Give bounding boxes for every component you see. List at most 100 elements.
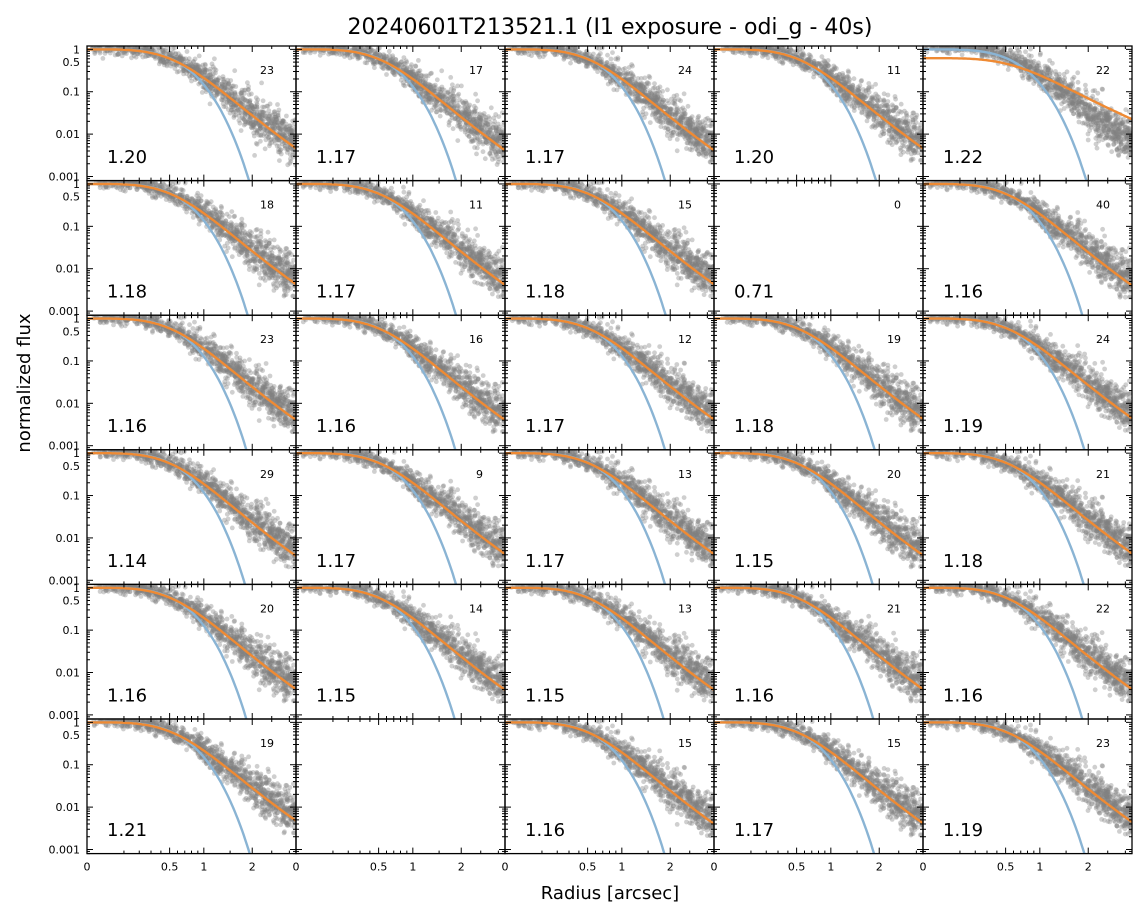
y-tick-label: 1: [73, 716, 80, 729]
broad-fit-curve: [505, 182, 714, 286]
fwhm-value-label: 1.17: [525, 551, 565, 572]
star-count-label: 15: [678, 737, 692, 750]
y-tick-label: 0.1: [63, 759, 81, 772]
star-count-label: 22: [1096, 602, 1110, 615]
fwhm-value-label: 1.19: [943, 820, 983, 841]
axis-ticks: [923, 584, 1132, 720]
profile-points: [923, 46, 1132, 160]
y-tick-label: 0.001: [49, 170, 81, 183]
x-tick-label: 2: [1085, 861, 1092, 874]
y-tick-label: 0.001: [49, 440, 81, 453]
broad-fit-curve: [505, 586, 714, 691]
fwhm-value-label: 1.16: [107, 685, 147, 706]
axis-ticks: [923, 180, 1132, 316]
fwhm-value-label: 1.17: [316, 282, 356, 303]
x-tick-label: 1: [618, 861, 625, 874]
y-tick-label: 1: [73, 313, 80, 326]
broad-fit-curve: [714, 317, 923, 420]
fwhm-value-label: 1.17: [316, 551, 356, 572]
panel-frame: [295, 718, 506, 855]
broad-fit-curve: [714, 586, 923, 691]
fwhm-value-label: 1.16: [943, 685, 983, 706]
axis-ticks: [714, 46, 923, 182]
y-tick-label: 1: [73, 178, 80, 191]
broad-fit-curve: [923, 182, 1132, 287]
fwhm-value-label: 1.18: [734, 416, 774, 437]
panel-r1-c2: 1.18 15: [504, 179, 715, 316]
chart-title: 20240601T213521.1 (I1 exposure - odi_g -…: [348, 15, 873, 40]
broad-fit-curve: [87, 317, 296, 422]
y-tick-label: 0.001: [49, 709, 81, 722]
x-tick-label: 0.5: [370, 861, 388, 874]
fwhm-value-label: 1.17: [734, 820, 774, 841]
x-tick-label: 0: [502, 861, 509, 874]
star-count-label: 24: [1096, 333, 1110, 346]
x-tick-label: 0.5: [997, 861, 1015, 874]
axis-ticks: [923, 46, 1132, 182]
profile-points: [91, 719, 296, 836]
fwhm-value-label: 1.15: [525, 685, 565, 706]
fwhm-value-label: 1.18: [943, 551, 983, 572]
x-tick-label: 0.5: [579, 861, 597, 874]
y-tick-label: 0.5: [63, 56, 81, 69]
star-count-label: 15: [678, 199, 692, 212]
y-tick-label: 0.5: [63, 595, 81, 608]
axis-ticks: [714, 180, 923, 316]
y-tick-label: 0.001: [49, 305, 81, 318]
fwhm-value-label: 1.17: [525, 147, 565, 168]
broad-fit-curve: [505, 317, 714, 421]
axis-ticks: [296, 719, 505, 855]
star-count-label: 13: [678, 468, 692, 481]
profile-points: [506, 46, 714, 165]
fwhm-value-label: 1.17: [316, 147, 356, 168]
broad-fit-curve: [505, 721, 714, 825]
panels-layer: 1.202310.50.10.010.0011.17171.17241.2011…: [49, 43, 1133, 874]
x-axis-label: Radius [arcsec]: [541, 883, 679, 904]
broad-fit-curve: [923, 452, 1132, 555]
y-tick-label: 0.1: [63, 490, 81, 503]
panel-r2-c1: 1.16 16: [295, 314, 506, 451]
panel-r0-c2: 1.17 24: [504, 45, 715, 182]
star-count-label: 11: [469, 199, 483, 212]
profile-points: [87, 449, 296, 570]
star-count-label: 12: [678, 333, 692, 346]
star-count-label: 21: [887, 602, 901, 615]
star-count-label: 18: [260, 199, 274, 212]
y-tick-label: 0.01: [56, 128, 81, 141]
axis-ticks: [923, 719, 1132, 855]
panel-r3-c3: 1.15 20: [713, 449, 924, 586]
fwhm-value-label: 1.21: [107, 820, 147, 841]
x-tick-label: 0: [84, 861, 91, 874]
fwhm-value-label: 1.14: [107, 551, 147, 572]
y-tick-label: 1: [73, 43, 80, 56]
broad-fit-curve: [923, 586, 1132, 691]
fwhm-value-label: 1.15: [734, 551, 774, 572]
star-count-label: 24: [678, 64, 692, 77]
star-count-label: 0: [894, 199, 901, 212]
y-tick-label: 0.001: [49, 574, 81, 587]
panel-r0-c1: 1.17 17: [295, 45, 506, 182]
panel-r5-c3: 1.17 15 0 0.5 1 2: [711, 718, 924, 874]
panel-r3-c1: 1.17 9: [295, 449, 506, 586]
broad-fit-curve: [87, 586, 296, 691]
y-axis-label: normalized flux: [14, 313, 35, 452]
y-tick-label: 0.01: [56, 532, 81, 545]
axis-ticks: [296, 46, 505, 182]
broad-fit-curve: [296, 317, 505, 422]
y-tick-label: 0.1: [63, 355, 81, 368]
star-count-label: 16: [469, 333, 483, 346]
panel-r3-c0: 1.14 29 10.5 0.1 0.01 0.001: [49, 447, 297, 587]
star-count-label: 22: [1096, 64, 1110, 77]
star-count-label: 20: [887, 468, 901, 481]
star-count-label: 29: [260, 468, 274, 481]
panel-r5-c2: 1.16 15 0 0.5 1 2: [502, 718, 715, 874]
x-tick-label: 1: [200, 861, 207, 874]
x-tick-label: 1: [409, 861, 416, 874]
axis-ticks: [923, 315, 1132, 451]
broad-fit-curve: [296, 452, 505, 555]
profile-points: [924, 315, 1132, 433]
panel-r1-c1: 1.17 11: [295, 179, 506, 316]
x-tick-label: 0.5: [161, 861, 179, 874]
broad-fit-curve: [87, 48, 296, 150]
x-tick-label: 1: [1036, 861, 1043, 874]
